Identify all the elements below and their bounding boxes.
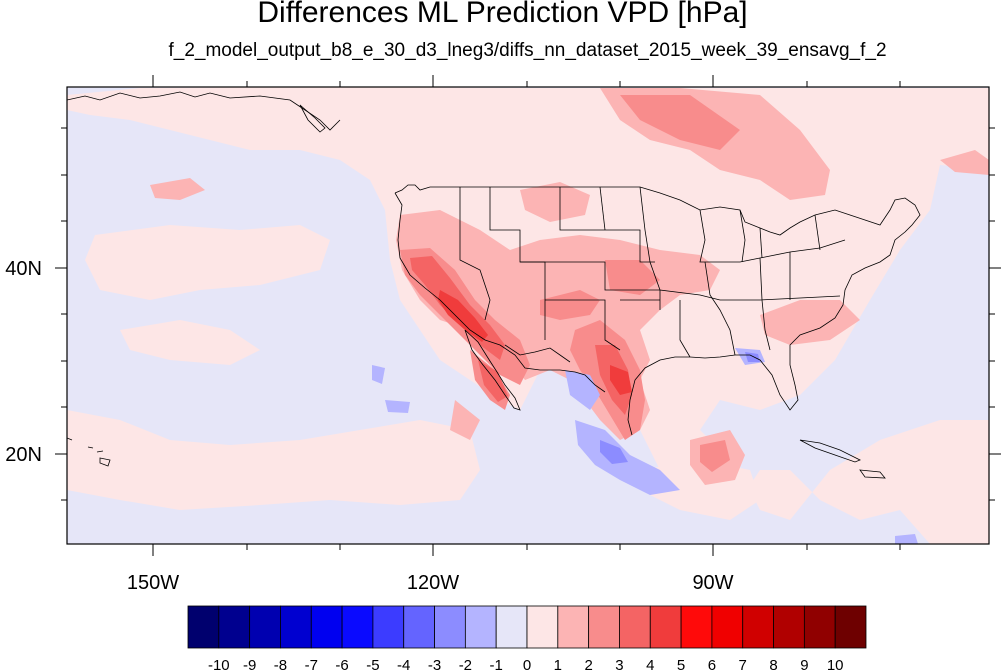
- difference-field: [67, 87, 989, 544]
- colorbar-swatch: [249, 605, 281, 649]
- colorbar-swatch: [403, 605, 435, 649]
- colorbar-swatch: [187, 605, 220, 649]
- lon-label-90w: 90W: [692, 572, 733, 594]
- lon-label-120w: 120W: [407, 572, 459, 594]
- colorbar-swatch: [588, 605, 620, 649]
- colorbar-labels: -10 -9 -8 -7 -6 -5 -4 -3 -2 -1 0 1 2 3 4 5 6 7 8 9 10: [208, 657, 844, 672]
- negative-level-3-regions: [600, 352, 760, 464]
- colorbar-label: 8: [769, 657, 777, 672]
- colorbar-label: -3: [428, 657, 441, 672]
- colorbar-label: -9: [243, 657, 256, 672]
- colorbar-swatch: [280, 605, 312, 649]
- colorbar-label: -6: [335, 657, 348, 672]
- colorbar-swatch: [649, 605, 682, 649]
- colorbar-label: 6: [708, 657, 716, 672]
- lat-label-40n: 40N: [5, 258, 42, 280]
- colorbar-label: -1: [490, 657, 503, 672]
- colorbar-swatch: [680, 605, 713, 649]
- colorbar-swatch: [310, 605, 343, 649]
- colorbar-label: -8: [274, 657, 287, 672]
- positive-level-5-regions: [438, 290, 632, 395]
- colorbar-swatch: [434, 605, 466, 649]
- colorbar-label: 5: [677, 657, 685, 672]
- colorbar: [187, 605, 867, 649]
- colorbar-swatch: [619, 605, 651, 649]
- colorbar-label: 7: [739, 657, 747, 672]
- lat-label-20n: 20N: [5, 444, 42, 466]
- colorbar-label: 10: [827, 657, 844, 672]
- negative-regions: [372, 348, 918, 544]
- map-subtitle: f_2_model_output_b8_e_30_d3_lneg3/diffs_…: [168, 40, 887, 61]
- colorbar-swatch: [773, 605, 805, 649]
- colorbar-label: 9: [800, 657, 808, 672]
- colorbar-label: -5: [366, 657, 379, 672]
- lon-label-150w: 150W: [127, 572, 179, 594]
- colorbar-swatch: [218, 605, 251, 649]
- colorbar-label: 1: [554, 657, 562, 672]
- colorbar-swatch: [341, 605, 374, 649]
- colorbar-label: 0: [523, 657, 531, 672]
- colorbar-label: -4: [397, 657, 410, 672]
- colorbar-swatch: [834, 605, 867, 649]
- colorbar-swatch: [372, 605, 405, 649]
- colorbar-label: 3: [615, 657, 623, 672]
- colorbar-swatch: [711, 605, 744, 649]
- colorbar-swatch: [526, 605, 559, 649]
- colorbar-swatch: [742, 605, 774, 649]
- colorbar-label: 2: [584, 657, 592, 672]
- colorbar-label: -10: [208, 657, 230, 672]
- colorbar-label: 4: [646, 657, 654, 672]
- map-title: Differences ML Prediction VPD [hPa]: [257, 0, 748, 29]
- colorbar-swatch: [557, 605, 590, 649]
- coastlines-and-borders: [67, 91, 921, 479]
- colorbar-swatch: [803, 605, 836, 649]
- colorbar-label: -2: [459, 657, 472, 672]
- axis-ticks: [55, 75, 1001, 556]
- colorbar-swatch: [464, 605, 497, 649]
- map-frame: [66, 86, 990, 545]
- colorbar-label: -7: [305, 657, 318, 672]
- colorbar-swatch: [495, 605, 528, 649]
